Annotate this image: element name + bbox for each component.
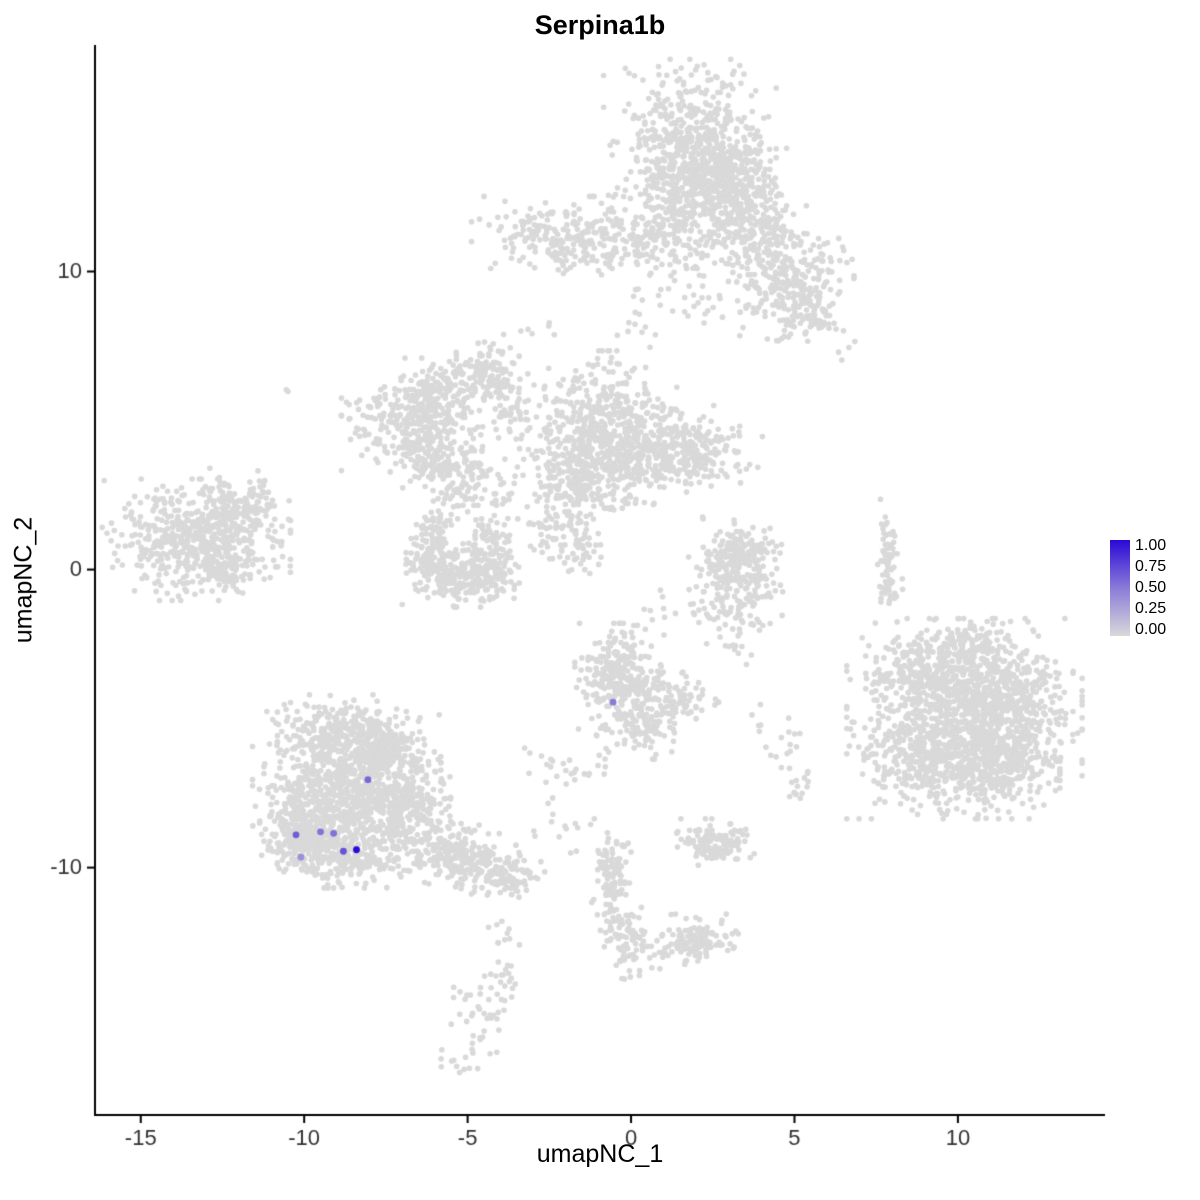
x-axis-label: umapNC_1 bbox=[536, 1140, 664, 1168]
legend-tick-label: 1.00 bbox=[1135, 537, 1167, 554]
y-axis-label: umapNC_2 bbox=[9, 516, 38, 644]
chart-title: Serpina1b bbox=[534, 10, 666, 40]
legend-labels: 1.00 0.75 0.50 0.25 0.00 bbox=[1135, 538, 1166, 638]
legend-tick-label: 0.75 bbox=[1135, 558, 1167, 575]
expression-legend: 1.00 0.75 0.50 0.25 0.00 bbox=[1110, 538, 1166, 638]
legend-tick-label: 0.00 bbox=[1135, 621, 1167, 638]
legend-tick-label: 0.25 bbox=[1135, 600, 1167, 617]
legend-tick-label: 0.50 bbox=[1135, 579, 1167, 596]
legend-gradient-bar bbox=[1110, 540, 1130, 636]
